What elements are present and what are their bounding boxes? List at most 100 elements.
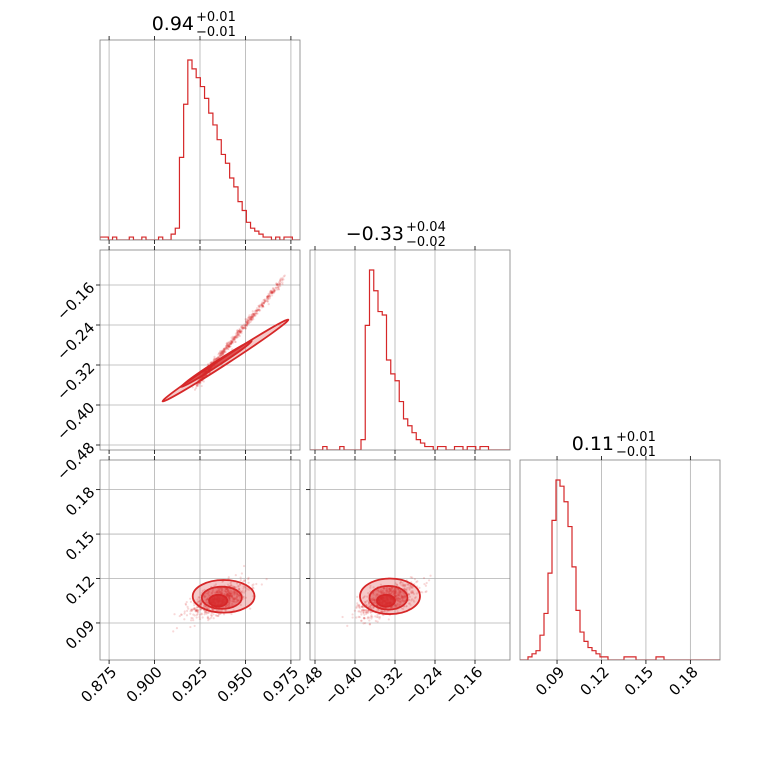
scatter-point [262, 305, 265, 308]
scatter-point [251, 314, 254, 317]
scatter-point [220, 352, 223, 355]
scatter-point [363, 613, 366, 616]
y-tick-label: −0.40 [53, 399, 98, 444]
scatter-point [242, 580, 245, 583]
scatter-point [194, 609, 198, 612]
scatter-point [232, 598, 235, 601]
scatter-point [249, 317, 252, 320]
scatter-point [228, 596, 231, 599]
scatter-point [375, 593, 378, 596]
title-minus: −0.02 [406, 235, 446, 250]
scatter-point [246, 321, 249, 324]
scatter-point [269, 291, 272, 295]
scatter-point [243, 579, 246, 582]
scatter-point [208, 590, 211, 594]
scatter-point [387, 591, 391, 594]
scatter-point [275, 284, 278, 287]
scatter-point [262, 299, 265, 302]
scatter-point [199, 602, 202, 605]
scatter-point [216, 356, 219, 359]
scatter-point [232, 593, 235, 596]
scatter-point [250, 318, 253, 321]
scatter-point [235, 600, 239, 603]
scatter-point [273, 289, 276, 292]
scatter-point [197, 384, 200, 387]
scatter-point [234, 336, 238, 339]
scatter-point [265, 578, 268, 581]
scatter-point [228, 599, 231, 602]
scatter-point [236, 599, 240, 602]
scatter-point [248, 314, 251, 317]
scatter-point [227, 590, 230, 593]
scatter-point [363, 617, 366, 620]
scatter-point [224, 594, 228, 597]
scatter-point [401, 581, 404, 585]
scatter-point [358, 610, 361, 613]
scatter-point [260, 303, 263, 306]
scatter-point [381, 590, 384, 593]
scatter-point [395, 596, 399, 599]
scatter-point [252, 314, 255, 317]
scatter-point [386, 591, 389, 594]
scatter-point [268, 294, 272, 298]
scatter-point [404, 585, 407, 588]
scatter-point [261, 304, 265, 307]
scatter-point [403, 585, 406, 588]
scatter-point [248, 317, 251, 321]
scatter-point [268, 295, 271, 298]
scatter-point [237, 332, 240, 336]
scatter-point [233, 591, 236, 594]
scatter-point [228, 592, 232, 595]
scatter-point [396, 599, 400, 602]
contour-inner [180, 340, 253, 388]
scatter-point [244, 589, 247, 593]
scatter-point [185, 614, 189, 617]
scatter-point [224, 348, 227, 351]
scatter-point [236, 595, 239, 598]
scatter-point [207, 617, 210, 620]
scatter-point [268, 295, 272, 298]
scatter-point [232, 590, 236, 593]
scatter-point [220, 352, 223, 355]
scatter-point [245, 323, 249, 326]
scatter-point [227, 345, 230, 349]
scatter-point [206, 597, 210, 600]
x-tick-label: 0.18 [665, 663, 701, 699]
scatter-point [228, 591, 231, 595]
scatter-point [229, 342, 232, 346]
scatter-point [365, 612, 368, 616]
scatter-point [237, 584, 240, 587]
scatter-point [408, 593, 411, 596]
scatter-point [229, 340, 232, 343]
scatter-point [258, 306, 261, 309]
scatter-point [273, 290, 276, 293]
scatter-point [247, 588, 251, 591]
scatter-point [225, 594, 228, 597]
scatter-point [220, 353, 224, 356]
scatter-point [234, 596, 237, 600]
scatter-point [224, 346, 228, 349]
scatter-point [391, 590, 394, 593]
scatter-point [225, 594, 228, 597]
scatter-point [222, 350, 225, 354]
scatter-point [235, 595, 238, 598]
scatter-point [195, 383, 198, 386]
scatter-point [201, 616, 204, 619]
scatter-point [377, 590, 380, 593]
scatter-point [200, 612, 203, 615]
scatter-point [230, 339, 233, 342]
scatter-point [232, 338, 235, 341]
scatter-point [239, 326, 243, 329]
scatter-point [275, 286, 278, 289]
scatter-point [398, 591, 401, 594]
scatter-point [394, 587, 397, 590]
scatter-point [206, 598, 209, 601]
scatter-point [206, 592, 209, 595]
scatter-point [234, 598, 237, 601]
scatter-point [197, 596, 200, 599]
scatter-point [270, 294, 274, 297]
scatter-point [390, 593, 393, 596]
scatter-point [259, 303, 262, 306]
scatter-point [266, 295, 269, 298]
scatter-point [205, 606, 208, 610]
